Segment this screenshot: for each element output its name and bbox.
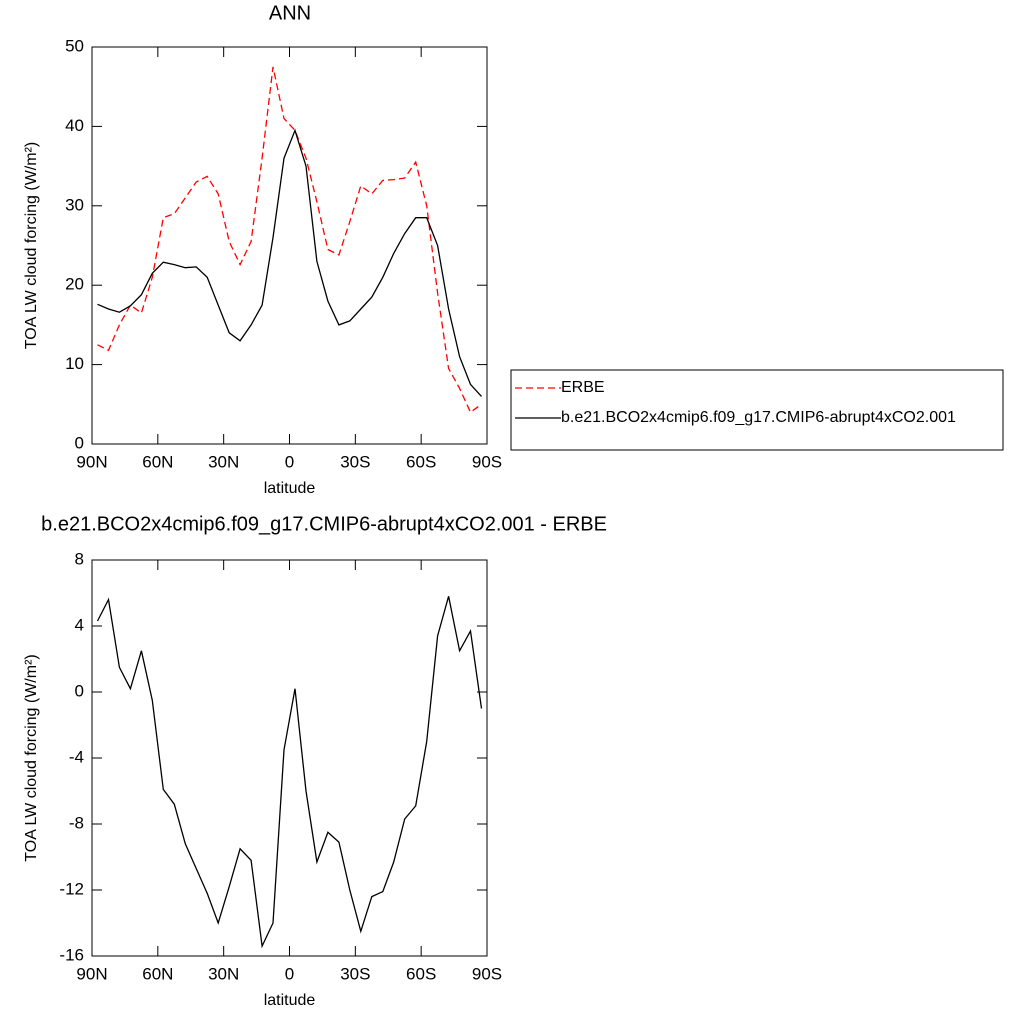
y-tick-label: 40 — [65, 116, 84, 135]
y-tick-label: 8 — [75, 549, 84, 568]
legend-box — [510, 369, 1004, 451]
x-axis-label: latitude — [264, 480, 316, 497]
y-tick-label: -4 — [69, 747, 84, 766]
x-tick-label: 90N — [76, 452, 107, 471]
y-tick-label: 50 — [65, 36, 84, 55]
y-tick-label: -12 — [59, 879, 84, 898]
x-tick-label: 90S — [472, 452, 502, 471]
y-tick-label: 30 — [65, 195, 84, 214]
plot-frame — [91, 46, 488, 445]
y-tick-label: 20 — [65, 275, 84, 294]
y-axis-label: TOA LW cloud forcing (W/m²) — [23, 654, 40, 861]
y-tick-label: 0 — [75, 433, 84, 452]
x-tick-label: 90S — [472, 964, 502, 983]
data-line — [97, 66, 482, 414]
chart-title: b.e21.BCO2x4cmip6.f09_g17.CMIP6-abrupt4x… — [41, 513, 607, 535]
x-tick-label: 30S — [340, 964, 370, 983]
y-tick-label: -16 — [59, 945, 84, 964]
x-tick-label: 30N — [208, 964, 239, 983]
data-line — [96, 596, 483, 949]
x-tick-label: 60N — [142, 452, 173, 471]
y-tick-label: 0 — [75, 681, 84, 700]
y-tick-label: -8 — [69, 813, 84, 832]
x-tick-label: 90N — [76, 964, 107, 983]
x-tick-label: 0 — [285, 452, 294, 471]
chart-title: ANN — [269, 2, 311, 24]
legend-label: ERBE — [561, 379, 605, 396]
x-tick-label: 30S — [340, 452, 370, 471]
y-tick-label: 4 — [75, 615, 84, 634]
x-tick-label: 60S — [406, 964, 436, 983]
y-axis-label: TOA LW cloud forcing (W/m²) — [23, 142, 40, 349]
x-tick-label: 60S — [406, 452, 436, 471]
y-tick-label: 10 — [65, 354, 84, 373]
legend-label: b.e21.BCO2x4cmip6.f09_g17.CMIP6-abrupt4x… — [561, 409, 956, 426]
x-tick-label: 0 — [285, 964, 294, 983]
x-tick-label: 60N — [142, 964, 173, 983]
x-axis-label: latitude — [264, 992, 316, 1009]
plot-frame — [91, 559, 488, 957]
data-line — [97, 128, 482, 397]
x-tick-label: 30N — [208, 452, 239, 471]
